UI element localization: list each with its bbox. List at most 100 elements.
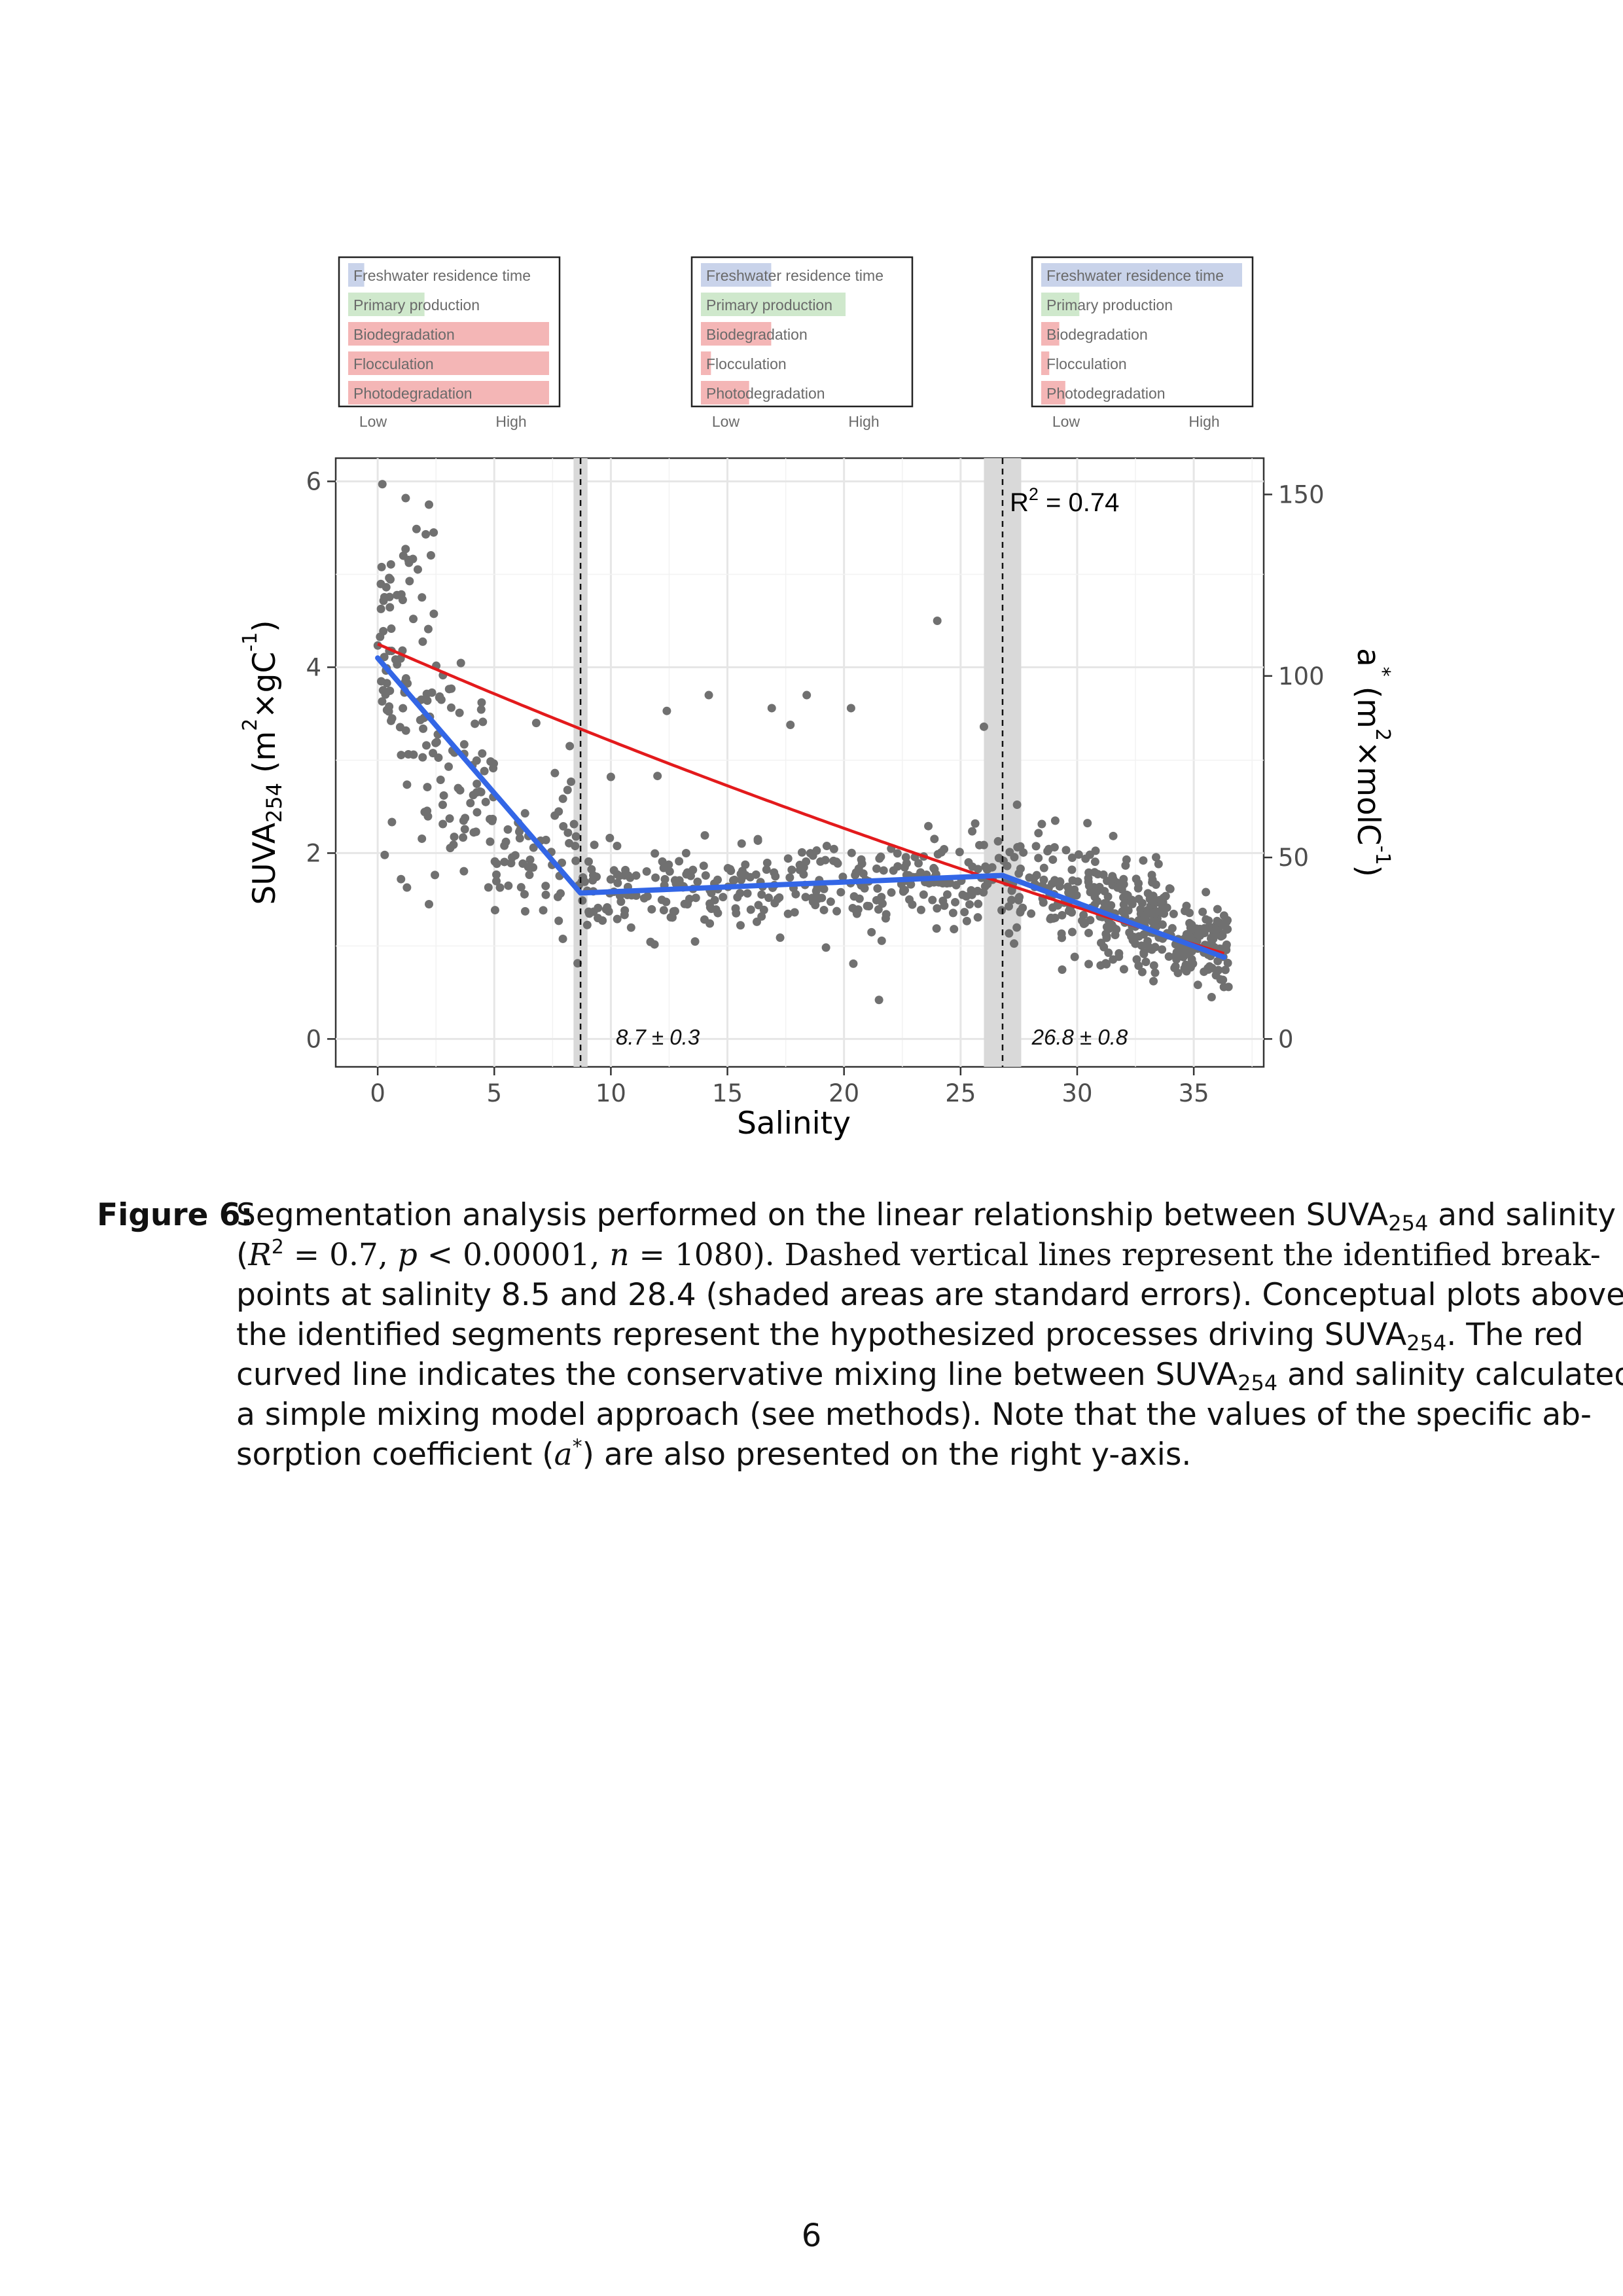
caption-line: a simple mixing model approach (see meth… [236, 1397, 1592, 1433]
data-point [469, 828, 478, 837]
data-point [1037, 819, 1046, 829]
data-point [1005, 929, 1014, 938]
data-point [418, 753, 427, 762]
data-point [571, 832, 580, 841]
process-level-bar [701, 293, 846, 316]
caption-line: points at salinity 8.5 and 28.4 (shaded … [236, 1277, 1623, 1313]
data-point [603, 903, 612, 912]
data-point [710, 895, 719, 905]
data-point [836, 888, 846, 897]
data-point [490, 906, 499, 915]
data-point [952, 880, 961, 889]
data-point [1194, 930, 1203, 939]
data-point [386, 575, 395, 584]
data-point [401, 726, 410, 735]
data-point [621, 865, 630, 874]
data-point [554, 916, 563, 925]
page-number: 6 [801, 2217, 822, 2254]
data-point [376, 604, 385, 613]
caption-line: the identified segments represent the hy… [236, 1317, 1584, 1355]
data-point [1031, 842, 1041, 851]
data-point [731, 904, 740, 913]
data-point [964, 858, 973, 867]
data-point [736, 869, 745, 878]
data-point [418, 834, 427, 843]
data-point [745, 872, 755, 882]
plot-annotations: 8.7 ± 0.3 26.8 ± 0.8 R2 = 0.74 [616, 484, 1128, 1049]
data-point [1010, 853, 1019, 862]
data-point [942, 890, 952, 899]
data-point [965, 900, 974, 909]
data-point [486, 757, 495, 766]
data-point [421, 529, 431, 539]
data-point [500, 841, 509, 850]
data-point [423, 783, 432, 792]
conceptual-process-boxes: Freshwater residence time Primary product… [338, 256, 1254, 430]
data-point [1012, 923, 1022, 932]
data-point [459, 816, 468, 825]
data-point [879, 866, 888, 875]
data-point [901, 886, 910, 895]
x-tick-label: 25 [945, 1079, 976, 1107]
data-point [606, 875, 615, 884]
data-point [847, 848, 856, 857]
data-point [1187, 920, 1196, 929]
suva-salinity-plot: 0 5 10 15 20 25 30 35 0 2 4 6 0 50 100 150 Salinity SUVA2… [239, 457, 1394, 1141]
data-point [713, 875, 722, 884]
data-point [1109, 955, 1118, 964]
data-point [626, 923, 635, 932]
data-point [762, 858, 772, 867]
data-point [455, 708, 464, 717]
data-point [681, 849, 690, 858]
data-point [466, 798, 475, 808]
data-point [590, 840, 599, 850]
data-point [801, 893, 810, 902]
data-point [1127, 895, 1136, 905]
data-point [620, 906, 630, 915]
x-tick-label: 10 [596, 1079, 626, 1107]
data-point [1139, 950, 1149, 959]
data-point [1137, 899, 1147, 908]
process-label: Flocculation [706, 355, 787, 372]
data-point [1186, 933, 1195, 942]
data-point [1058, 910, 1067, 920]
data-point [664, 860, 673, 869]
data-point [1084, 874, 1093, 883]
data-point [526, 855, 535, 865]
data-point [757, 912, 766, 921]
data-point [425, 900, 434, 909]
data-point [399, 704, 408, 713]
data-point [1137, 941, 1146, 950]
data-point [1099, 870, 1108, 879]
data-point [1158, 945, 1167, 954]
data-point [878, 899, 887, 908]
x-tick-label: 15 [712, 1079, 743, 1107]
data-point [1084, 960, 1094, 969]
data-point [1097, 939, 1106, 948]
data-point [683, 900, 692, 909]
process-label: Photodegradation [1046, 385, 1166, 402]
data-point [1080, 918, 1090, 927]
data-point [973, 865, 982, 874]
y2-tick-label: 0 [1278, 1025, 1294, 1053]
data-point [753, 834, 762, 844]
data-point [881, 914, 890, 923]
data-point [427, 688, 437, 697]
data-point [1182, 950, 1191, 959]
data-point [669, 907, 678, 916]
data-point [1085, 850, 1094, 859]
data-point [520, 906, 529, 916]
data-point [554, 807, 563, 816]
y-tick-label: 0 [306, 1025, 321, 1053]
data-point [510, 851, 520, 860]
data-point [417, 695, 426, 704]
data-point [1101, 929, 1111, 939]
x-axis-label: Salinity [737, 1105, 851, 1141]
data-point [653, 772, 662, 781]
y-tick-label: 6 [306, 467, 321, 495]
data-point [531, 719, 541, 728]
data-point [973, 913, 982, 922]
data-point [613, 878, 622, 888]
data-point [418, 637, 427, 646]
data-point [951, 897, 960, 906]
